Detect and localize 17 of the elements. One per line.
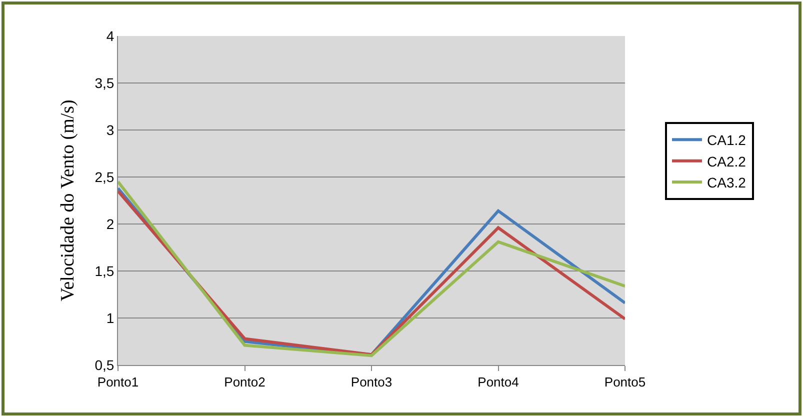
y-tick-label: 1,5 <box>94 262 114 279</box>
y-tick-label: 3 <box>106 122 114 138</box>
y-tick-label: 1 <box>106 310 114 326</box>
x-tick-label: Ponto1 <box>97 374 139 390</box>
y-tick-label: 2,5 <box>94 168 114 185</box>
legend-label: CA3.2 <box>707 174 746 190</box>
x-tick-label: Ponto5 <box>604 374 646 390</box>
x-tick-label: Ponto2 <box>224 374 266 390</box>
y-tick-label: 3,5 <box>94 74 114 91</box>
legend-label: CA2.2 <box>707 153 746 170</box>
x-tick-label: Ponto4 <box>478 374 519 390</box>
x-tick-label: Ponto3 <box>350 374 392 390</box>
y-tick-label: 2 <box>106 216 114 232</box>
y-axis-title: Velocidade do Vento (m/s) <box>58 100 79 302</box>
y-tick-label: 4 <box>106 28 114 44</box>
y-tick-label: 0,5 <box>94 356 114 373</box>
legend-label: CA1.2 <box>707 132 746 148</box>
